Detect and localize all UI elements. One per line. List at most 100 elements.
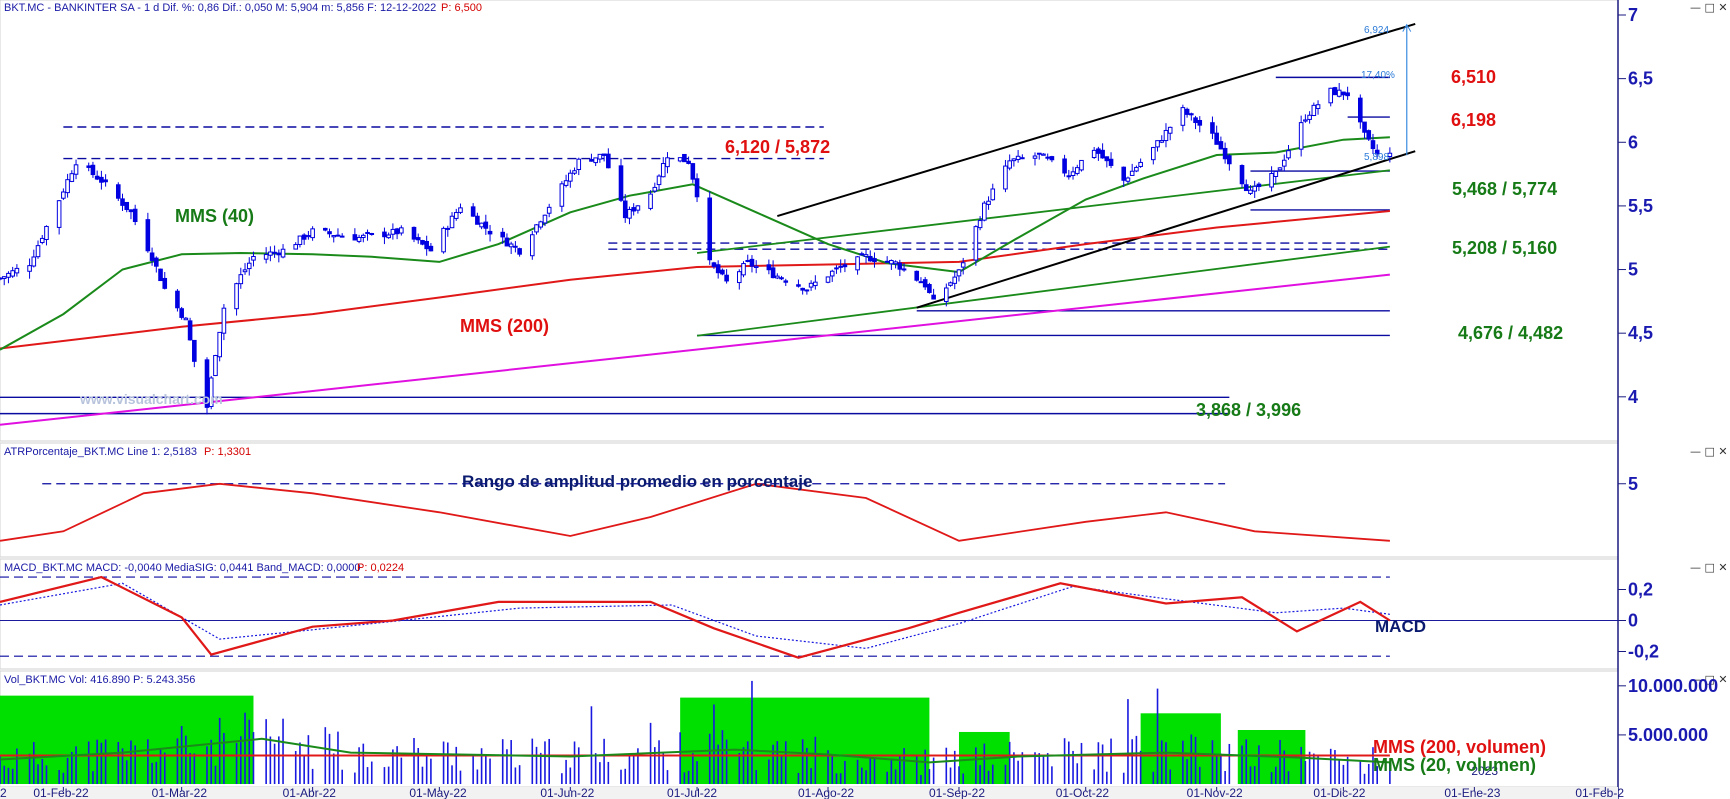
candle-body bbox=[327, 231, 332, 235]
candle-body bbox=[394, 228, 400, 235]
candle-body bbox=[1214, 132, 1219, 145]
vol-window-buttons[interactable]: — □ ✕ bbox=[1690, 673, 1728, 686]
candle-body bbox=[1210, 122, 1215, 134]
macd-y-tick-label: 0 bbox=[1628, 611, 1638, 631]
mms200-line bbox=[0, 210, 1390, 350]
candle-body bbox=[335, 234, 341, 237]
candle-body bbox=[766, 264, 772, 271]
candle-body bbox=[1345, 92, 1350, 97]
candle-body bbox=[1125, 177, 1131, 182]
candle-body bbox=[415, 237, 421, 241]
atr-window-buttons[interactable]: — □ ✕ bbox=[1690, 445, 1728, 458]
candle-body bbox=[1155, 140, 1160, 148]
candle-body bbox=[382, 231, 387, 238]
x-tick-label: 01-Abr-22 bbox=[283, 786, 337, 799]
annotation-s2: 5,208 / 5,160 bbox=[1452, 238, 1557, 258]
x-tick-label: 01-Nov-22 bbox=[1187, 786, 1243, 799]
candle-body bbox=[145, 219, 151, 252]
x-edge-label: 2 bbox=[0, 786, 7, 799]
measure-arrow-head bbox=[1402, 23, 1412, 32]
candle-body bbox=[35, 245, 41, 258]
candle-body bbox=[27, 265, 32, 272]
candle-body bbox=[1049, 156, 1055, 161]
candle-body bbox=[69, 173, 75, 182]
candle-body bbox=[158, 268, 163, 282]
candle-body bbox=[770, 267, 776, 279]
candle-body bbox=[872, 258, 877, 263]
candle-body bbox=[1358, 97, 1363, 123]
candle-body bbox=[622, 200, 628, 219]
candle-body bbox=[690, 163, 696, 180]
candle-body bbox=[0, 277, 3, 280]
x-tick-label: 01-Jun-22 bbox=[540, 786, 594, 799]
macd-window-buttons[interactable]: — □ ✕ bbox=[1690, 561, 1728, 574]
candle-body bbox=[441, 227, 446, 253]
mms40-line bbox=[0, 136, 1390, 351]
candle-body bbox=[834, 267, 839, 270]
measure-low-label: 5,898 bbox=[1364, 152, 1389, 163]
candle-body bbox=[1298, 122, 1304, 150]
candle-body bbox=[1134, 166, 1139, 172]
candle-body bbox=[1041, 153, 1046, 156]
candle-body bbox=[356, 236, 362, 242]
candle-body bbox=[779, 277, 784, 280]
candle-body bbox=[310, 228, 315, 239]
candle-body bbox=[753, 265, 759, 268]
candle-body bbox=[124, 201, 130, 211]
candle-body bbox=[631, 207, 636, 212]
main-window-buttons[interactable]: — □ ✕ bbox=[1690, 1, 1728, 14]
candle-body bbox=[483, 221, 489, 229]
candle-body bbox=[458, 207, 463, 213]
candle-body bbox=[301, 234, 307, 240]
candle-body bbox=[453, 212, 459, 219]
macd-line bbox=[0, 575, 1391, 659]
candle-body bbox=[922, 279, 928, 288]
candle-body bbox=[576, 158, 582, 170]
candle-body bbox=[1070, 171, 1076, 176]
candle-body bbox=[1108, 158, 1114, 166]
vol-header: Vol_BKT.MC Vol: 416.890 P: 5.243.356 bbox=[4, 674, 195, 686]
x-axis: 01-Feb-22 01-Mar-22 01-Abr-22 01-May-22 01-J… bbox=[0, 764, 1624, 799]
price-y-tick-label: 5 bbox=[1628, 260, 1638, 280]
candle-body bbox=[73, 164, 79, 175]
candle-body bbox=[445, 227, 451, 230]
candle-body bbox=[293, 244, 299, 250]
candle-body bbox=[1193, 117, 1198, 124]
measure-top-label: 6,924 bbox=[1364, 25, 1389, 36]
candle-body bbox=[217, 331, 222, 358]
candle-body bbox=[842, 264, 848, 268]
candle-body bbox=[627, 208, 632, 219]
macd-title: MACD bbox=[1375, 617, 1426, 636]
candle-body bbox=[1015, 155, 1021, 161]
candle-body bbox=[652, 186, 658, 192]
candle-body bbox=[665, 157, 670, 168]
candle-body bbox=[542, 214, 548, 224]
volume-mms20-line bbox=[0, 737, 1390, 764]
candle-body bbox=[711, 262, 717, 267]
candle-body bbox=[1003, 165, 1008, 190]
candle-body bbox=[192, 339, 197, 362]
channel-lower-line bbox=[916, 150, 1416, 309]
candle-body bbox=[1036, 152, 1042, 155]
candle-body bbox=[572, 170, 577, 174]
candle-body bbox=[103, 179, 108, 183]
candle-body bbox=[128, 209, 134, 213]
candle-body bbox=[115, 184, 121, 199]
candle-body bbox=[479, 222, 484, 228]
atr-header: ATRPorcentaje_BKT.MC Line 1: 2,5183 P: 1… bbox=[4, 446, 251, 458]
candle-body bbox=[1151, 147, 1156, 161]
candle-body bbox=[187, 320, 193, 341]
candle-body bbox=[682, 153, 687, 163]
measure-pct-label: 17,40% bbox=[1361, 70, 1395, 81]
candle-body bbox=[597, 153, 603, 160]
candle-body bbox=[889, 259, 894, 265]
candle-body bbox=[162, 277, 168, 289]
candle-body bbox=[1328, 87, 1334, 104]
candle-body bbox=[1286, 150, 1291, 159]
vol-header-text: Vol_BKT.MC Vol: 416.890 P: 5.243.356 bbox=[4, 674, 195, 686]
candle-body bbox=[61, 191, 66, 199]
candle-body bbox=[1062, 158, 1067, 174]
atr-y-tick-label: 5 bbox=[1628, 474, 1638, 494]
annotation-mms200: MMS (200) bbox=[460, 316, 549, 336]
candle-body bbox=[1315, 104, 1321, 109]
